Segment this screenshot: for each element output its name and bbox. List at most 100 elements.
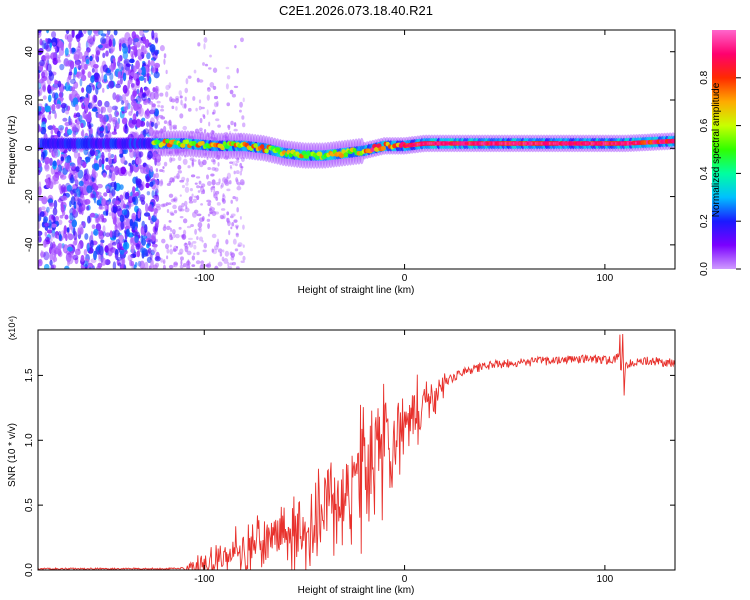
heatmap-noise-cell (48, 89, 53, 94)
heatmap-noise-cell (189, 187, 193, 192)
heatmap-noise-cell (217, 261, 223, 267)
heatmap-noise-cell (172, 204, 177, 210)
colorbar-tick-label: 0.2 (699, 214, 710, 228)
heatmap-noise-cell (230, 213, 236, 217)
heatmap-noise-cell (139, 69, 142, 74)
heatmap-noise-cell (151, 103, 156, 113)
heatmap-noise-cell (219, 252, 223, 257)
heatmap-ridge-peak (562, 142, 565, 145)
spectrogram-heatmap (38, 30, 675, 269)
heatmap-noise-cell (202, 159, 207, 166)
spectrogram-axes: -100 0 100 -40 -20 0 20 40 (24, 30, 675, 284)
heatmap-noise-cell (226, 188, 231, 192)
heatmap-noise-cell (239, 109, 242, 113)
heatmap-noise-cell (61, 107, 66, 114)
heatmap-noise-cell (211, 179, 216, 186)
heatmap-noise-cell (154, 238, 158, 243)
heatmap-noise-cell (71, 126, 76, 132)
heatmap-noise-cell (80, 131, 84, 137)
heatmap-noise-cell (42, 95, 47, 100)
heatmap-noise-cell (199, 264, 204, 269)
heatmap-noise-cell (197, 42, 201, 47)
heatmap-noise-cell (186, 250, 192, 256)
heatmap-noise-cell (114, 200, 121, 205)
x-tick-label: 100 (597, 273, 614, 284)
heatmap-noise-cell (149, 239, 153, 244)
heatmap-noise-cell (159, 45, 165, 52)
heatmap-noise-cell (224, 250, 230, 257)
heatmap-noise-cell (57, 80, 62, 88)
heatmap-noise-cell (93, 94, 98, 103)
heatmap-noise-cell (206, 199, 211, 203)
heatmap-noise-cell (201, 106, 205, 110)
heatmap-noise-cell (52, 124, 55, 131)
heatmap-noise-cell (131, 196, 136, 203)
heatmap-noise-cell (154, 230, 159, 236)
heatmap-noise-cell (42, 84, 47, 93)
heatmap-noise-cell (163, 53, 167, 59)
heatmap-noise-cell (159, 92, 164, 97)
heatmap-noise-cell (175, 262, 178, 266)
heatmap-ridge-peak (404, 144, 407, 148)
heatmap-noise-cell (81, 161, 87, 168)
heatmap-noise-cell (43, 251, 50, 261)
heatmap-noise-cell (150, 59, 155, 68)
heatmap-noise-cell (198, 226, 202, 233)
heatmap-noise-cell (166, 225, 171, 231)
heatmap-noise-cell (176, 172, 180, 180)
heatmap-noise-cell (51, 228, 56, 238)
heatmap-noise-cell (39, 211, 45, 218)
heatmap-noise-cell (51, 31, 57, 38)
heatmap-noise-cell (216, 100, 219, 107)
heatmap-noise-cell (185, 260, 191, 266)
heatmap-noise-cell (187, 240, 191, 246)
heatmap-noise-cell (128, 110, 133, 116)
heatmap-noise-cell (64, 156, 71, 164)
heatmap-ridge-peak (466, 142, 469, 145)
heatmap-noise-cell (104, 100, 110, 108)
snr-axes: -100 0 100 0.0 0.5 1.0 1.5 (24, 330, 675, 585)
heatmap-noise-cell (109, 185, 113, 194)
heatmap-noise-cell (142, 166, 150, 175)
heatmap-noise-cell (57, 54, 61, 59)
heatmap-noise-cell (68, 71, 73, 76)
heatmap-noise-cell (74, 248, 81, 256)
heatmap-noise-cell (98, 230, 104, 237)
heatmap-noise-cell (44, 231, 48, 237)
heatmap-noise-cell (192, 241, 197, 244)
heatmap-noise-cell (121, 94, 127, 104)
heatmap-noise-cell (101, 157, 105, 165)
heatmap-noise-cell (61, 195, 68, 201)
heatmap-noise-cell (103, 126, 107, 134)
heatmap-noise-cell (233, 128, 238, 132)
heatmap-noise-cell (97, 75, 101, 84)
heatmap-noise-cell (111, 187, 116, 197)
heatmap-noise-cell (150, 121, 155, 127)
heatmap-ridge-peak (570, 142, 573, 145)
heatmap-noise-cell (233, 170, 236, 175)
heatmap-ridge-peak (600, 142, 603, 145)
heatmap-noise-cell (229, 89, 234, 95)
heatmap-noise-cell (136, 88, 140, 95)
heatmap-ridge-peak (406, 144, 409, 147)
heatmap-ridge-peak (484, 142, 487, 145)
heatmap-noise-cell (166, 209, 170, 214)
heatmap-noise-cell (103, 73, 108, 83)
heatmap-noise-cell (102, 64, 108, 73)
heatmap-noise-cell (179, 194, 182, 197)
heatmap-noise-cell (95, 50, 100, 57)
heatmap-noise-cell (104, 202, 109, 212)
heatmap-noise-cell (214, 167, 219, 172)
heatmap-noise-cell (175, 97, 179, 104)
heatmap-noise-cell (115, 205, 122, 212)
heatmap-noise-cell (70, 174, 75, 184)
heatmap-noise-cell (156, 188, 159, 194)
heatmap-noise-cell (63, 85, 67, 90)
heatmap-noise-cell (229, 161, 233, 164)
heatmap-noise-cell (162, 203, 168, 207)
heatmap-noise-cell (102, 172, 107, 178)
heatmap-ridge-core (316, 151, 323, 157)
heatmap-noise-cell (230, 199, 233, 204)
heatmap-ridge-peak (498, 142, 501, 145)
heatmap-noise-cell (146, 191, 151, 196)
